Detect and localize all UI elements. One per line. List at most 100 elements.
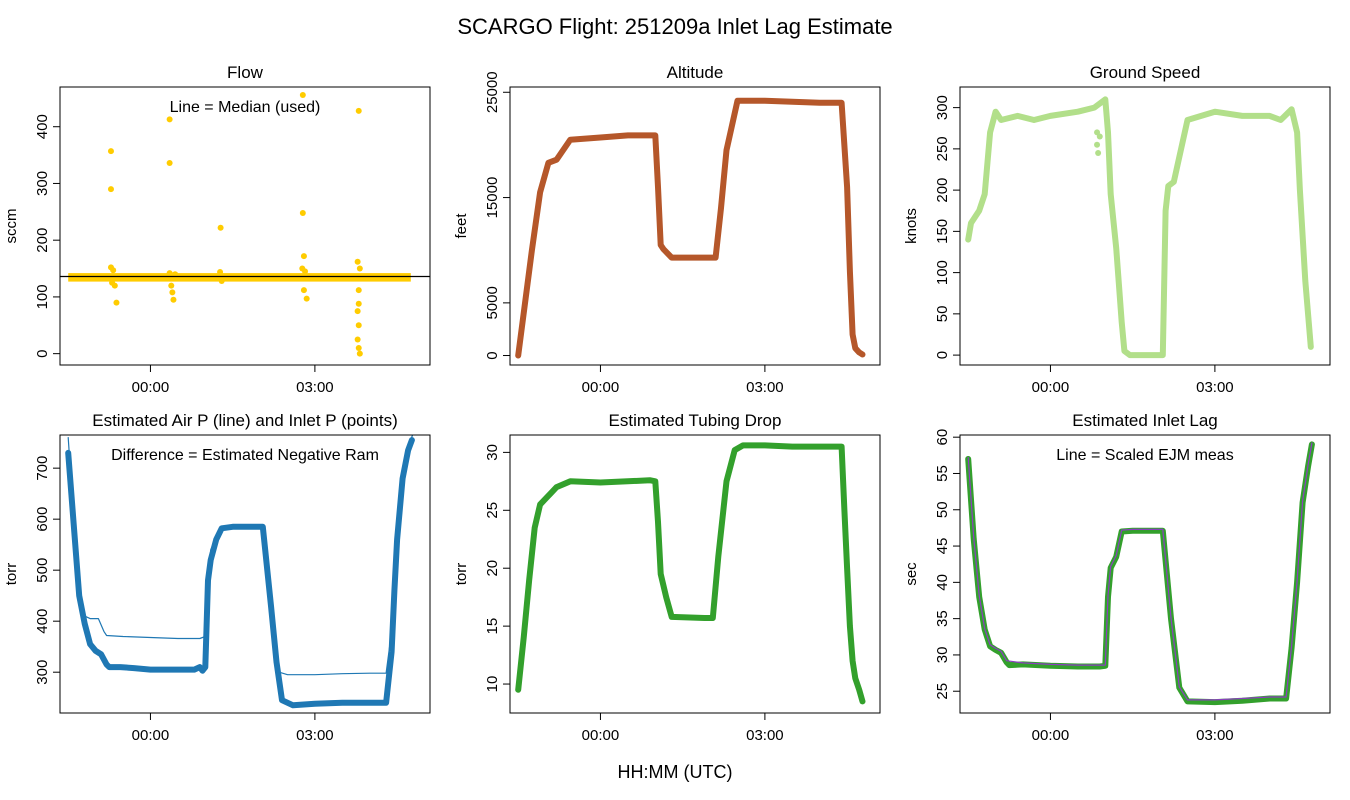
- series-line-0: [65, 437, 415, 709]
- x-tick-label: 00:00: [582, 379, 620, 396]
- series-line-0: [515, 97, 866, 359]
- data-layer: [965, 96, 1314, 359]
- plot-frame: [59, 86, 431, 366]
- series-line-0: [965, 441, 1315, 706]
- y-tick-label: 250: [934, 136, 951, 161]
- y-tick-label: 15000: [484, 177, 501, 219]
- data-point: [168, 282, 175, 289]
- panel-flow: Flow sccm 0 100 200 300 400 00:00 03:00 Line = Me…: [3, 63, 431, 396]
- y-tick-label: 0: [34, 349, 51, 357]
- y-tick-label: 10: [484, 676, 501, 693]
- data-point: [107, 148, 114, 155]
- panel-annotation: Difference = Estimated Negative Ram: [111, 447, 379, 464]
- data-point: [354, 308, 361, 315]
- data-point: [166, 270, 173, 277]
- series-line-0: [515, 442, 866, 705]
- data-point: [299, 209, 306, 216]
- y-tick-label: 25000: [484, 71, 501, 113]
- panel-title: Altitude: [667, 63, 724, 82]
- data-layer: [65, 435, 415, 709]
- y-tick-label: 60: [934, 429, 951, 446]
- data-point: [303, 295, 310, 302]
- data-point: [111, 282, 118, 289]
- data-point: [354, 258, 361, 265]
- x-axis: 00:00 03:00: [582, 365, 784, 396]
- panel-title: Ground Speed: [1090, 63, 1201, 82]
- figure-xlabel: HH:MM (UTC): [618, 762, 733, 782]
- x-tick-label: 03:00: [746, 379, 784, 396]
- data-point: [355, 107, 362, 114]
- data-point: [170, 296, 177, 303]
- x-tick-label: 03:00: [296, 379, 334, 396]
- y-axis: 0 100 200 300 400: [34, 114, 60, 358]
- data-point: [1095, 149, 1102, 156]
- y-axis-label: knots: [903, 208, 920, 244]
- data-point: [107, 186, 114, 193]
- y-axis: 0 5000 15000 25000: [484, 71, 510, 360]
- y-tick-label: 55: [934, 465, 951, 482]
- y-tick-label: 25: [934, 683, 951, 700]
- panel-air-inlet-pressure: Estimated Air P (line) and Inlet P (poin…: [3, 411, 431, 744]
- y-tick-label: 30: [934, 647, 951, 664]
- panel-annotation: Line = Scaled EJM meas: [1056, 447, 1233, 464]
- series-line-0: [965, 96, 1314, 359]
- panel-ground-speed: Ground Speed knots 0 50 100 150 200 250 300 00:00…: [903, 63, 1331, 396]
- series-band: [68, 273, 411, 282]
- y-tick-label: 35: [934, 610, 951, 627]
- y-tick-label: 25: [484, 502, 501, 519]
- y-axis: 10 15 20 25 30: [484, 444, 510, 692]
- x-tick-label: 00:00: [582, 727, 620, 744]
- data-point: [299, 91, 306, 98]
- y-tick-label: 45: [934, 538, 951, 555]
- plot-frame: [959, 434, 1331, 714]
- y-tick-label: 50: [934, 501, 951, 518]
- y-tick-label: 20: [484, 560, 501, 577]
- y-axis-label: sec: [903, 562, 920, 586]
- data-layer: [965, 441, 1315, 706]
- panel-title: Estimated Air P (line) and Inlet P (poin…: [92, 411, 398, 430]
- plot-frame: [59, 434, 431, 714]
- y-tick-label: 15: [484, 618, 501, 635]
- data-point: [166, 160, 173, 167]
- x-axis: 00:00 03:00: [132, 713, 334, 744]
- x-axis: 00:00 03:00: [1032, 365, 1234, 396]
- series-line-1: [967, 442, 1313, 701]
- y-tick-label: 150: [934, 219, 951, 244]
- y-axis-label: sccm: [3, 209, 20, 244]
- plot-frame: [509, 86, 881, 366]
- panel-inlet-lag: Estimated Inlet Lag sec 25 30 35 40 45 50 55 60 00…: [903, 411, 1331, 744]
- y-tick-label: 50: [934, 306, 951, 323]
- data-layer: [515, 97, 866, 359]
- data-point: [113, 299, 120, 306]
- data-point: [1096, 133, 1103, 140]
- data-point: [169, 289, 176, 296]
- data-point: [218, 278, 225, 285]
- y-tick-label: 200: [34, 228, 51, 253]
- y-tick-label: 400: [34, 114, 51, 139]
- y-tick-label: 5000: [484, 286, 501, 319]
- y-tick-label: 300: [34, 660, 51, 685]
- x-axis: 00:00 03:00: [1032, 713, 1234, 744]
- y-tick-label: 0: [934, 351, 951, 359]
- y-tick-label: 100: [34, 284, 51, 309]
- plot-frame: [509, 434, 881, 714]
- y-tick-label: 200: [934, 178, 951, 203]
- data-point: [302, 268, 309, 275]
- x-tick-label: 03:00: [1196, 727, 1234, 744]
- data-point: [166, 116, 173, 123]
- data-point: [217, 224, 224, 231]
- figure-title: SCARGO Flight: 251209a Inlet Lag Estimat…: [457, 14, 892, 39]
- y-tick-label: 0: [484, 351, 501, 359]
- x-tick-label: 00:00: [1032, 727, 1070, 744]
- panel-title: Flow: [227, 63, 264, 82]
- data-point: [356, 265, 363, 272]
- y-tick-label: 40: [934, 574, 951, 591]
- data-point: [300, 253, 307, 260]
- data-point: [355, 287, 362, 294]
- y-axis: 0 50 100 150 200 250 300: [934, 95, 960, 359]
- y-tick-label: 30: [484, 444, 501, 461]
- y-tick-label: 400: [34, 609, 51, 634]
- panel-altitude: Altitude feet 0 5000 15000 25000 00:00 03:00: [453, 63, 881, 396]
